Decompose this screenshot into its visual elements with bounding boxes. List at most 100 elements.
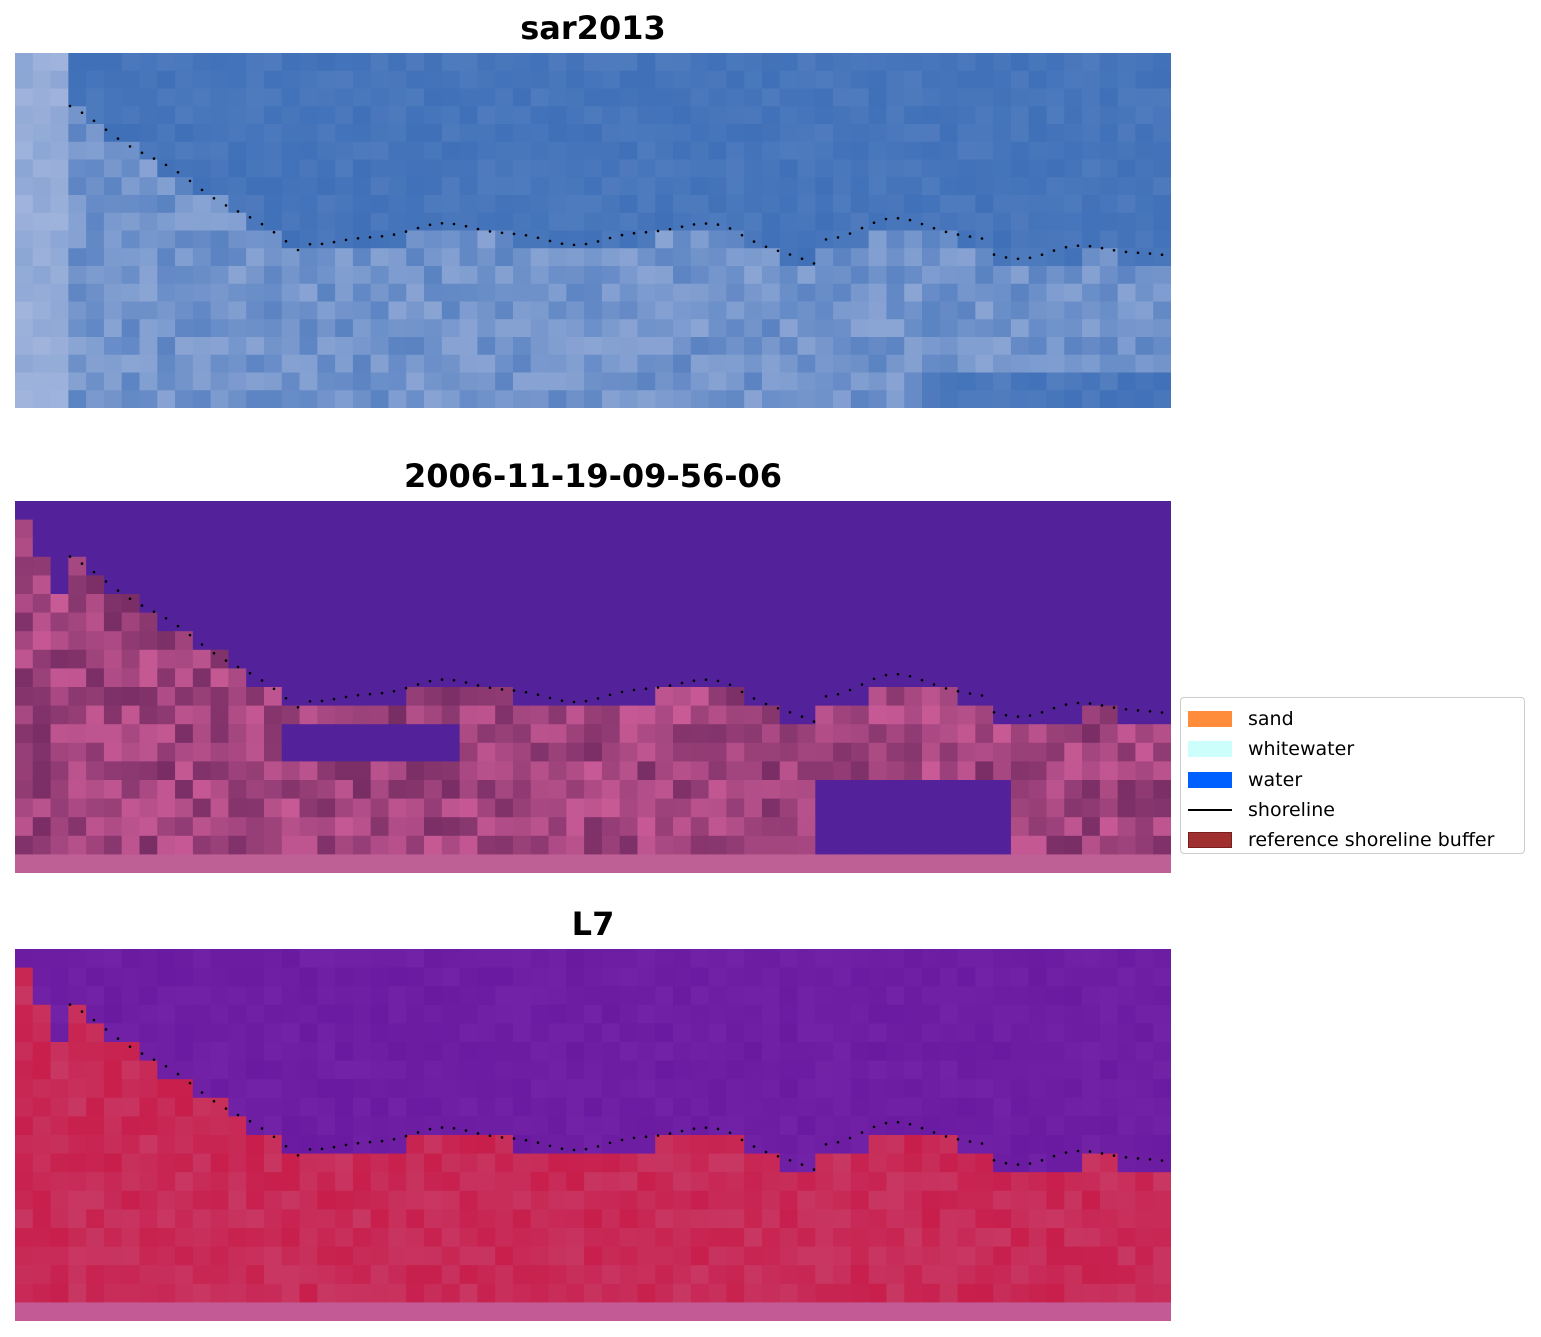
image-pixel <box>477 705 496 725</box>
image-pixel <box>975 372 994 391</box>
image-pixel <box>601 248 621 267</box>
image-pixel <box>726 195 745 214</box>
image-pixel <box>175 705 194 725</box>
image-pixel <box>939 1246 959 1266</box>
image-pixel <box>815 594 834 614</box>
image-pixel <box>1135 835 1154 855</box>
image-pixel <box>779 986 799 1006</box>
image-pixel <box>1153 212 1171 232</box>
image-pixel <box>797 687 816 707</box>
image-pixel <box>139 1209 158 1229</box>
image-pixel <box>957 159 976 178</box>
image-pixel <box>922 1246 941 1266</box>
image-pixel <box>15 1246 34 1266</box>
image-pixel <box>495 88 514 107</box>
image-pixel <box>192 319 212 338</box>
image-pixel <box>815 1116 834 1136</box>
image-pixel <box>103 70 123 90</box>
image-pixel <box>459 649 478 669</box>
image-pixel <box>103 1209 123 1229</box>
image-pixel <box>370 1042 390 1062</box>
image-pixel <box>1028 212 1048 232</box>
image-pixel <box>477 1302 496 1321</box>
image-pixel <box>263 519 283 539</box>
image-pixel <box>68 1190 87 1210</box>
image-pixel <box>690 780 710 800</box>
image-pixel <box>922 705 941 725</box>
image-pixel <box>548 854 567 873</box>
image-pixel <box>637 668 656 688</box>
image-pixel <box>281 967 301 987</box>
image-pixel <box>993 230 1012 249</box>
image-pixel <box>1099 354 1119 374</box>
image-pixel <box>761 798 781 818</box>
image-pixel <box>1010 230 1030 249</box>
image-pixel <box>1117 88 1137 107</box>
image-pixel <box>957 195 976 214</box>
image-pixel <box>370 817 390 837</box>
image-pixel <box>50 501 69 521</box>
image-pixel <box>833 668 852 688</box>
image-pixel <box>32 337 52 356</box>
shoreline-dot <box>1052 249 1056 252</box>
image-pixel <box>103 986 123 1006</box>
image-pixel <box>32 742 52 762</box>
image-pixel <box>299 1023 318 1043</box>
image-pixel <box>886 1265 905 1285</box>
image-pixel <box>263 742 283 762</box>
image-pixel <box>939 283 959 303</box>
image-pixel <box>548 724 567 744</box>
image-pixel <box>922 1116 941 1136</box>
image-pixel <box>424 1283 443 1303</box>
image-pixel <box>1064 556 1083 576</box>
image-pixel <box>850 1172 870 1192</box>
image-pixel <box>939 854 959 873</box>
image-pixel <box>584 854 603 873</box>
image-pixel <box>904 390 923 408</box>
image-pixel <box>566 1283 585 1303</box>
image-pixel <box>975 1209 994 1229</box>
shoreline-dot <box>644 687 648 690</box>
image-pixel <box>868 230 888 249</box>
image-pixel <box>1010 337 1030 356</box>
image-pixel <box>157 1153 176 1173</box>
image-pixel <box>459 949 478 969</box>
image-pixel <box>1135 70 1154 90</box>
image-pixel <box>922 1023 941 1043</box>
image-pixel <box>833 612 852 632</box>
shoreline-dot <box>932 226 936 230</box>
image-pixel <box>157 631 176 651</box>
image-pixel <box>886 177 905 196</box>
image-pixel <box>673 230 692 249</box>
image-pixel <box>584 949 603 969</box>
image-pixel <box>993 1283 1012 1303</box>
image-pixel <box>424 631 443 651</box>
image-pixel <box>815 283 834 303</box>
image-pixel <box>655 1302 674 1321</box>
image-pixel <box>299 1153 318 1173</box>
image-pixel <box>993 1153 1012 1173</box>
image-pixel <box>939 1004 959 1024</box>
image-pixel <box>584 1302 603 1321</box>
image-pixel <box>797 390 816 408</box>
image-pixel <box>619 301 639 320</box>
image-pixel <box>850 124 870 143</box>
image-pixel <box>441 538 461 558</box>
image-pixel <box>690 668 710 688</box>
image-pixel <box>619 854 639 873</box>
image-pixel <box>708 372 727 391</box>
image-pixel <box>459 1209 478 1229</box>
image-pixel <box>584 1228 603 1248</box>
image-pixel <box>922 248 941 267</box>
image-pixel <box>530 301 550 320</box>
image-pixel <box>584 1023 603 1043</box>
image-pixel <box>68 124 87 143</box>
image-pixel <box>103 1097 123 1117</box>
image-pixel <box>228 835 247 855</box>
shoreline-dot <box>524 1138 528 1142</box>
image-pixel <box>246 212 265 232</box>
image-pixel <box>512 177 532 196</box>
image-pixel <box>103 283 123 303</box>
image-pixel <box>68 538 87 558</box>
image-pixel <box>993 649 1012 669</box>
